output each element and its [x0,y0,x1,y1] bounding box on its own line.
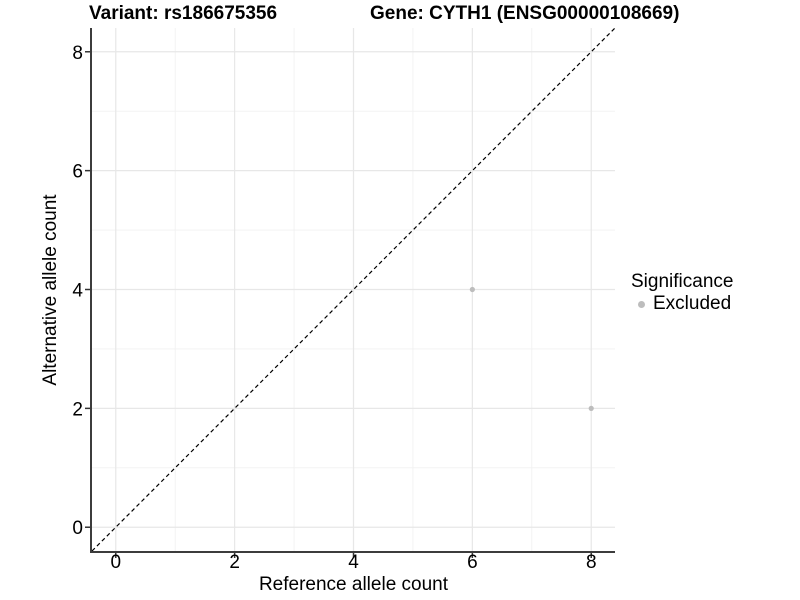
major-gridlines [92,28,615,551]
axis-lines [90,28,615,553]
x-tick-label: 4 [348,552,359,573]
significance-legend: Significance Excluded [631,271,733,314]
gene-title: Gene: CYTH1 (ENSG00000108669) [370,3,680,24]
data-point [588,405,594,411]
y-tick-label: 2 [72,399,83,420]
legend-item-excluded: Excluded [631,294,733,314]
y-tick-label: 8 [72,43,83,64]
x-tick-label: 0 [110,552,121,573]
y-tick-label: 4 [72,281,83,302]
identity-dashed-line [91,27,616,552]
tick-labels: 0 2 4 6 8 0 2 4 6 8 [72,43,596,573]
data-point [469,286,475,293]
variant-title: Variant: rs186675356 [89,3,278,24]
x-tick-label: 2 [229,552,240,573]
legend-title: Significance [631,271,734,292]
x-tick-label: 8 [586,552,597,573]
data-points [469,286,594,411]
x-axis-title: Reference allele count [258,574,449,595]
legend-point-icon [638,300,645,308]
identity-line [91,27,616,552]
y-tick-label: 0 [72,518,83,539]
tick-marks [85,51,592,558]
y-tick-label: 6 [72,162,83,183]
y-axis-title: Alternative allele count [40,194,61,386]
x-tick-label: 6 [467,552,478,573]
legend-item-label: Excluded [653,293,732,314]
